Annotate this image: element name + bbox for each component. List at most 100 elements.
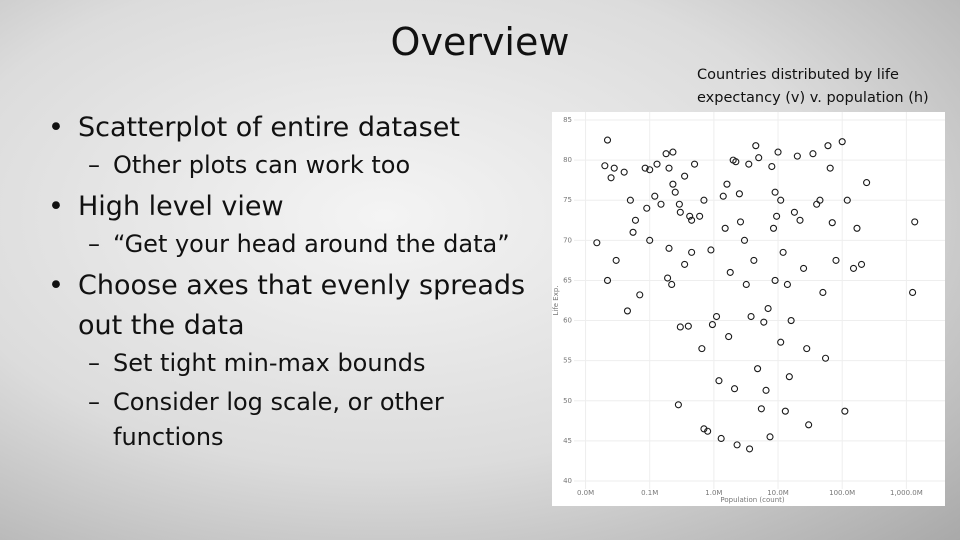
point [757,405,765,413]
point [726,268,734,276]
y-tick-label: 55 [563,357,572,365]
x-tick-label: 10.0M [767,489,789,497]
point [643,204,651,212]
point [773,212,781,220]
y-tick-label: 75 [563,196,572,204]
point [838,138,846,146]
point [657,200,665,208]
y-tick-label: 60 [563,317,572,325]
point [760,318,768,326]
point [800,264,808,272]
point [681,260,689,268]
chart-caption: Countries distributed by life expectancy… [697,67,929,106]
point [747,312,755,321]
point [774,148,782,156]
point [828,219,836,227]
point [766,433,774,441]
point [742,280,750,289]
chart-background [552,112,945,506]
point [646,236,654,244]
point [733,441,741,449]
point [675,200,683,208]
x-tick-label: 0.0M [577,489,594,497]
point [681,172,689,180]
point [809,150,817,158]
point [750,256,758,264]
point [805,421,813,429]
point [717,434,725,443]
point [721,224,729,232]
point [849,264,858,272]
y-tick-label: 80 [563,156,572,164]
point [768,162,776,171]
point [636,291,644,299]
point [740,236,749,244]
point [777,196,785,204]
point [719,192,727,200]
point [707,246,715,254]
point [764,304,772,313]
y-tick-label: 65 [563,276,572,284]
point [696,212,704,220]
point [779,248,787,256]
point [785,373,793,381]
point [732,158,740,166]
point [736,218,745,226]
x-tick-label: 1,000.0M [890,489,923,497]
point [781,407,789,415]
point [857,260,866,268]
sub-bullet: Other plots can work too [48,148,528,183]
point [796,216,804,224]
point [832,256,840,264]
point [688,248,696,256]
y-tick-label: 70 [563,236,572,244]
y-tick-label: 40 [563,477,572,485]
point [669,148,677,156]
point [704,427,712,435]
point [641,164,649,172]
x-tick-label: 1.0M [705,489,722,497]
point [593,239,601,247]
point [712,312,721,321]
point [665,244,673,252]
x-tick-label: 0.1M [641,489,658,497]
y-tick-label: 45 [563,437,572,445]
x-tick-label: 100.0M [829,489,855,497]
bullet: High level view [48,187,528,227]
point [612,256,620,264]
point [841,407,849,415]
point [668,280,676,289]
point [755,154,763,162]
slide-title: Overview [390,20,570,64]
point [735,190,743,198]
point [651,192,659,200]
point [686,212,694,220]
point [745,160,753,168]
point [665,164,673,172]
point [601,162,609,170]
y-tick-label: 50 [563,397,572,405]
point [821,354,830,362]
point [771,188,779,196]
point [603,136,612,144]
point [664,274,672,282]
point [762,386,770,394]
point [816,196,824,204]
point [909,288,917,297]
y-tick-label: 85 [563,116,572,124]
point [676,323,684,331]
point [653,160,661,168]
point [803,345,811,353]
bullet-list: Scatterplot of entire datasetOther plots… [48,108,528,459]
point [843,196,851,204]
point [771,276,779,284]
point [623,307,631,315]
point [824,142,832,150]
point [793,152,801,160]
point [662,150,670,158]
point [787,317,795,325]
sub-bullet: “Get your head around the data” [48,227,528,262]
point [725,333,733,341]
point [691,160,699,168]
